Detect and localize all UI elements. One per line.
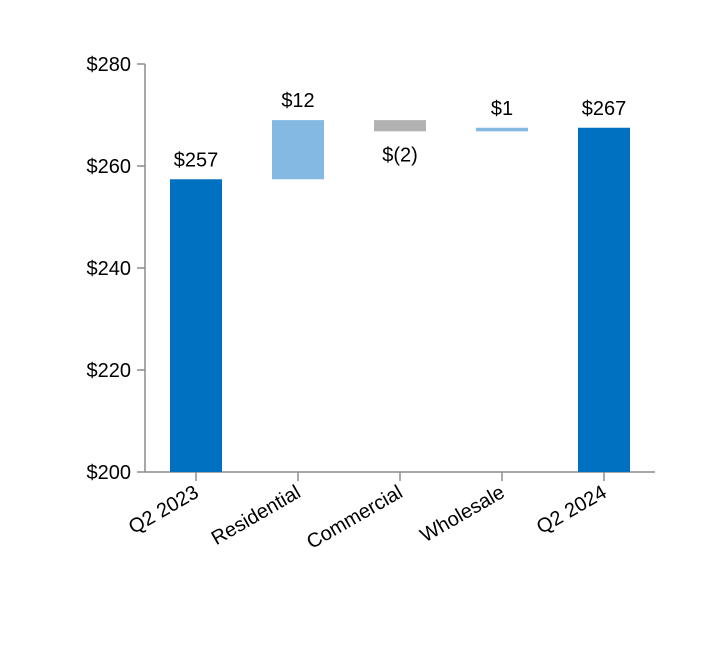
bar-q2-2024 (578, 127, 630, 472)
data-label: $1 (491, 98, 513, 120)
y-tick-label: $280 (87, 54, 132, 76)
x-tick-label: Wholesale (417, 481, 509, 547)
x-tick-label: Residential (208, 481, 305, 550)
x-tick-label: Q2 2024 (533, 481, 610, 538)
bar-residential (272, 120, 324, 180)
data-label: $267 (582, 98, 627, 120)
y-tick-label: $260 (87, 156, 132, 178)
bar-q2-2023 (170, 179, 222, 472)
bar-wholesale (476, 127, 528, 132)
y-tick-label: $220 (87, 360, 132, 382)
y-tick-label: $240 (87, 258, 132, 280)
data-label: $12 (281, 90, 314, 112)
x-tick-label: Commercial (303, 481, 406, 553)
data-label: $(2) (382, 144, 418, 166)
bar-commercial (374, 120, 426, 132)
data-label: $257 (174, 149, 219, 171)
x-tick-label: Q2 2023 (125, 481, 202, 538)
y-tick-label: $200 (87, 462, 132, 484)
